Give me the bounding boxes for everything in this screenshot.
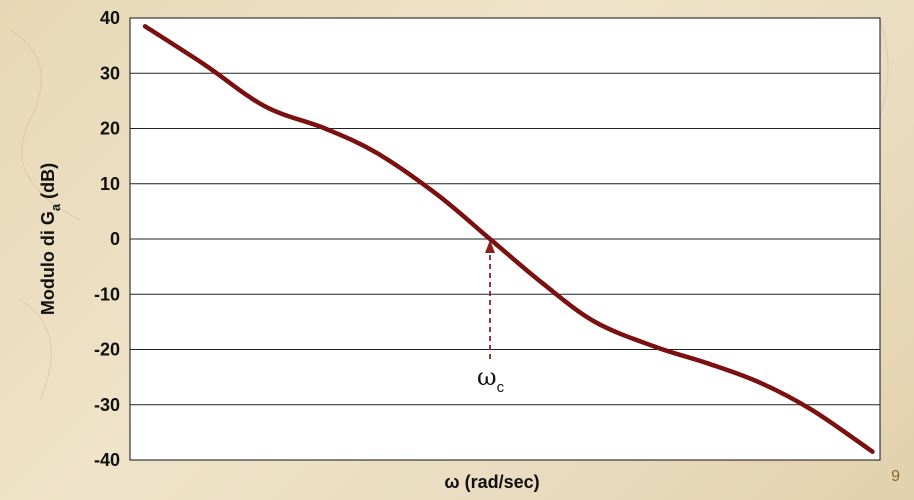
- crossover-label-symbol: ω: [477, 363, 497, 391]
- y-tick-label: 40: [100, 8, 120, 28]
- crossover-annotation: ωc: [477, 240, 505, 396]
- page-number: 9: [891, 468, 900, 485]
- y-axis-label-main: Modulo di G: [38, 211, 58, 315]
- crossover-label: ωc: [477, 363, 505, 396]
- grid-lines: [130, 72, 880, 406]
- x-axis-label: ω (rad/sec): [444, 472, 539, 492]
- crossover-label-subscript: c: [497, 379, 505, 396]
- y-tick-label: -20: [94, 340, 120, 360]
- y-tick-label: 10: [100, 174, 120, 194]
- y-tick-label: -30: [94, 395, 120, 415]
- y-axis-label: Modulo di Ga (dB): [38, 163, 63, 315]
- y-tick-label: 20: [100, 119, 120, 139]
- y-tick-labels: 40 30 20 10 0 -10 -20 -30 -40: [94, 8, 120, 470]
- y-axis-label-subscript: a: [48, 203, 63, 211]
- y-tick-label: 0: [110, 229, 120, 249]
- magnitude-curve: [142, 24, 875, 454]
- y-tick-label: 30: [100, 63, 120, 83]
- y-tick-label: -10: [94, 284, 120, 304]
- crossover-arrowhead-icon: [485, 240, 495, 253]
- y-tick-label: -40: [94, 450, 120, 470]
- y-axis-label-suffix: (dB): [38, 163, 58, 204]
